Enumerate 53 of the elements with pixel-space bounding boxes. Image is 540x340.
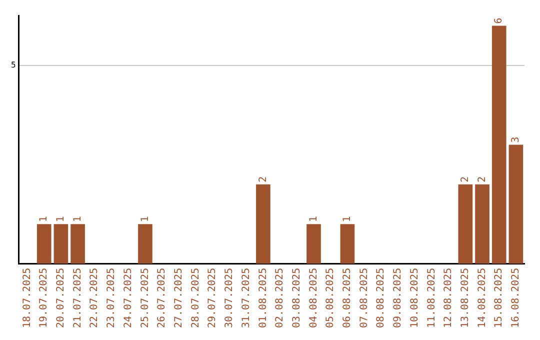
x-tick-label: 31.07.2025 bbox=[240, 268, 252, 328]
x-tick-label: 09.08.2025 bbox=[392, 268, 404, 328]
data-label: 1 bbox=[342, 216, 354, 222]
bar bbox=[70, 224, 85, 264]
x-tick-label: 28.07.2025 bbox=[190, 268, 202, 328]
x-tick-label: 27.07.2025 bbox=[174, 268, 185, 328]
data-label: 1 bbox=[72, 216, 84, 222]
bar bbox=[492, 26, 506, 264]
x-tick-label: 15.08.2025 bbox=[494, 268, 505, 328]
x-tick-label: 14.08.2025 bbox=[476, 268, 488, 328]
bar bbox=[508, 144, 524, 264]
x-tick-label: 30.07.2025 bbox=[224, 268, 236, 328]
x-tick-label: 19.07.2025 bbox=[38, 268, 50, 328]
x-tick-label: 03.08.2025 bbox=[291, 268, 302, 328]
x-tick-label: 08.08.2025 bbox=[376, 268, 387, 328]
x-tick-label: 22.07.2025 bbox=[89, 268, 100, 328]
x-tick-label: 18.07.2025 bbox=[22, 268, 33, 328]
x-tick-label: 26.07.2025 bbox=[156, 268, 168, 328]
bar bbox=[54, 224, 68, 264]
x-tick-label: 25.07.2025 bbox=[140, 268, 151, 328]
data-label: 2 bbox=[460, 176, 472, 182]
y-tick-label: 5 bbox=[10, 60, 16, 70]
bar bbox=[340, 224, 355, 264]
data-label: 1 bbox=[308, 216, 320, 222]
data-label: 6 bbox=[494, 18, 505, 24]
x-tick-label: 23.07.2025 bbox=[106, 268, 118, 328]
data-label: 1 bbox=[140, 216, 151, 222]
x-tick-label: 29.07.2025 bbox=[207, 268, 218, 328]
data-label: 3 bbox=[510, 136, 522, 143]
bar bbox=[458, 184, 473, 264]
x-tick-label: 10.08.2025 bbox=[409, 268, 420, 328]
x-tick-label: 02.08.2025 bbox=[274, 268, 286, 328]
data-label: 2 bbox=[476, 176, 488, 182]
x-tick-label: 11.08.2025 bbox=[426, 268, 438, 328]
x-tick-label: 20.07.2025 bbox=[56, 268, 67, 328]
x-tick-label: 13.08.2025 bbox=[460, 268, 472, 328]
x-tick-label: 12.08.2025 bbox=[443, 268, 454, 328]
bar bbox=[306, 224, 321, 264]
bar bbox=[138, 224, 152, 264]
bar bbox=[475, 184, 490, 264]
bar bbox=[36, 224, 52, 264]
data-label: 1 bbox=[56, 216, 67, 222]
x-tick-label: 05.08.2025 bbox=[325, 268, 336, 328]
data-label: 1 bbox=[38, 216, 50, 222]
x-tick-label: 21.07.2025 bbox=[72, 268, 84, 328]
x-tick-label: 07.08.2025 bbox=[358, 268, 370, 328]
x-tick-label: 06.08.2025 bbox=[342, 268, 354, 328]
x-tick-label: 01.08.2025 bbox=[258, 268, 269, 328]
x-tick-label: 04.08.2025 bbox=[308, 268, 320, 328]
data-label: 2 bbox=[258, 176, 269, 182]
bar bbox=[256, 184, 270, 264]
x-tick-label: 24.07.2025 bbox=[122, 268, 134, 328]
x-tick-label: 16.08.2025 bbox=[510, 268, 522, 328]
